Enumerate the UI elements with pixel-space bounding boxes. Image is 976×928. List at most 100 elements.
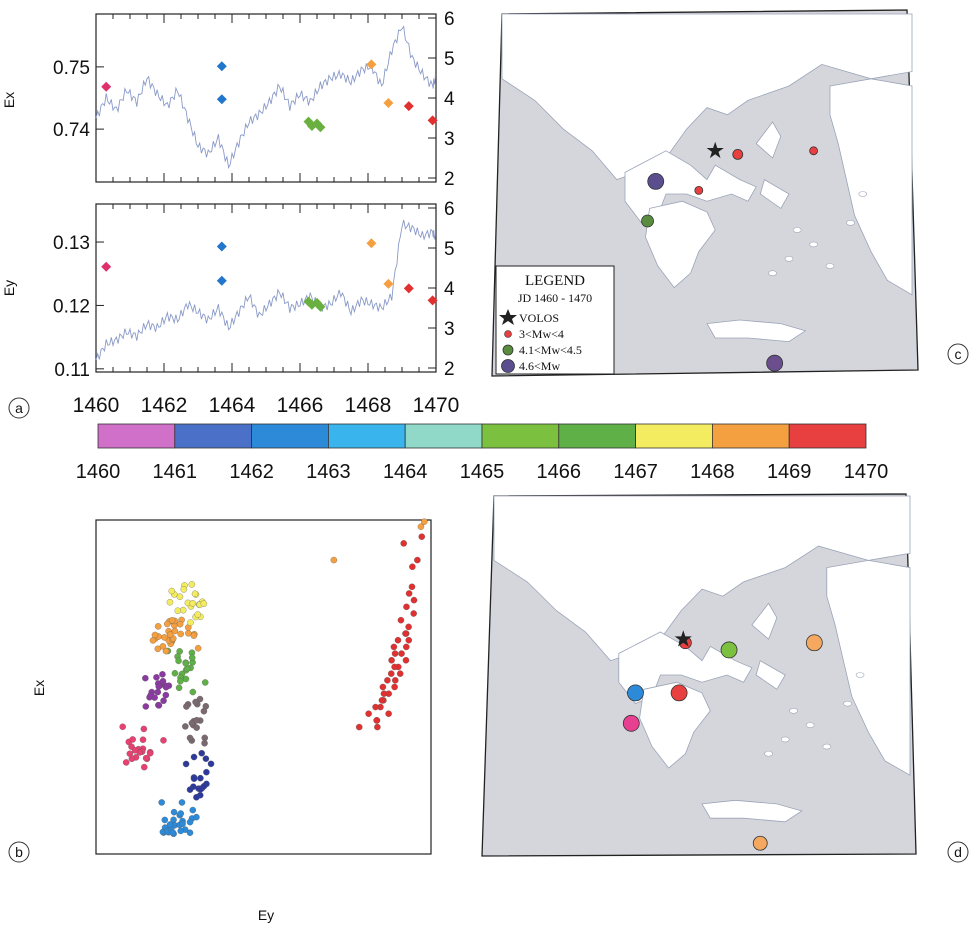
island: [846, 220, 855, 226]
data-point: [177, 630, 184, 638]
data-point: [162, 691, 170, 699]
data-point: [207, 760, 215, 768]
data-point: [194, 645, 202, 652]
data-point: [410, 610, 417, 617]
data-point: [188, 581, 196, 588]
data-point: [101, 81, 112, 92]
data-point: [177, 810, 185, 817]
data-point: [372, 703, 379, 711]
data-point: [417, 523, 425, 530]
colorbar-tick-label: 1464: [383, 461, 428, 483]
data-point: [142, 703, 150, 710]
data-point: [193, 724, 200, 731]
island: [855, 672, 865, 678]
data-point: [330, 556, 338, 564]
x-tick-label: 1460: [73, 394, 120, 417]
data-point: [183, 703, 190, 710]
data-point: [405, 623, 412, 631]
data-point: [178, 799, 186, 806]
data-point: [397, 616, 405, 624]
island: [825, 263, 835, 269]
data-point: [186, 829, 194, 836]
data-point: [197, 774, 204, 782]
legend-subtitle: JD 1460 - 1470: [518, 291, 592, 305]
data-point: [414, 556, 421, 564]
colorbar-tick-label: 1468: [690, 461, 735, 483]
data-point: [101, 261, 112, 272]
data-point: [182, 675, 190, 683]
event-marker: [670, 684, 688, 702]
event-marker: [641, 214, 654, 228]
island: [768, 270, 777, 277]
data-point: [151, 631, 159, 639]
x-tick-label: 1468: [345, 394, 392, 417]
event-marker: [720, 641, 738, 659]
event-marker: [622, 714, 640, 732]
data-point: [192, 698, 199, 706]
data-point: [174, 607, 182, 614]
data-point: [190, 632, 198, 639]
island: [780, 736, 790, 743]
landmass: [751, 602, 778, 640]
data-point: [400, 540, 407, 547]
island: [805, 722, 815, 728]
data-point: [182, 760, 190, 768]
data-point: [180, 586, 188, 593]
landmass: [755, 660, 786, 690]
right-tick-label: 6: [444, 9, 455, 30]
x-tick-label: 1464: [209, 394, 256, 417]
data-point: [128, 755, 136, 763]
event-marker: [766, 354, 784, 372]
island: [792, 227, 802, 233]
legend-large: 4.6<Mw: [519, 359, 560, 373]
data-point: [189, 600, 196, 607]
event-marker: [805, 634, 823, 652]
data-point: [194, 611, 201, 618]
data-point: [187, 619, 194, 626]
colorbar-segment: [788, 423, 867, 449]
landmass: [645, 200, 716, 289]
map-c: LEGEND JD 1460 - 1470 VOLOS 3<Mw<4 4.1<M…: [491, 9, 919, 377]
island: [843, 700, 852, 707]
colorbar-tick-label: 1470: [844, 461, 889, 483]
data-point: [177, 677, 184, 685]
data-point: [162, 647, 170, 655]
ex-axis-label: Ex: [1, 92, 17, 108]
data-point: [374, 723, 381, 731]
landmass: [759, 178, 790, 209]
data-point: [160, 697, 167, 704]
data-point: [162, 683, 170, 691]
jd-colorbar: 1460 1461 1462 1463 1464 1465 1466 1467 1468 1469…: [76, 423, 889, 483]
data-point: [146, 750, 154, 757]
landmass: [829, 78, 913, 296]
data-point: [176, 593, 184, 600]
data-point: [403, 643, 410, 651]
panel-label-b: b: [8, 841, 30, 863]
event-marker: [694, 185, 704, 195]
data-point: [355, 723, 363, 731]
landmass: [701, 799, 803, 823]
data-point: [198, 749, 205, 757]
data-point: [200, 600, 208, 607]
data-point: [161, 816, 169, 824]
colorbar-segment: [404, 423, 483, 449]
data-point: [119, 723, 126, 731]
data-point: [154, 688, 162, 696]
legend-title: LEGEND: [525, 273, 585, 289]
map-c-legend: LEGEND JD 1460 - 1470 VOLOS 3<Mw<4 4.1<M…: [495, 265, 615, 375]
volos-star-icon: [706, 141, 724, 159]
data-point: [388, 657, 395, 664]
data-point: [366, 59, 377, 70]
data-point: [158, 799, 165, 806]
svg-text:b: b: [15, 844, 23, 860]
colorbar-tick-label: 1460: [76, 461, 121, 483]
data-point: [202, 703, 210, 710]
colorbar-tick-label: 1461: [153, 461, 198, 483]
right-tick-label: 4: [444, 279, 455, 300]
colorbar-tick-label: 1466: [537, 461, 582, 483]
colorbar-segment: [251, 423, 329, 449]
data-point: [315, 122, 326, 133]
data-point: [373, 717, 380, 724]
data-point: [142, 754, 150, 762]
colorbar-tick-label: 1462: [229, 461, 274, 483]
